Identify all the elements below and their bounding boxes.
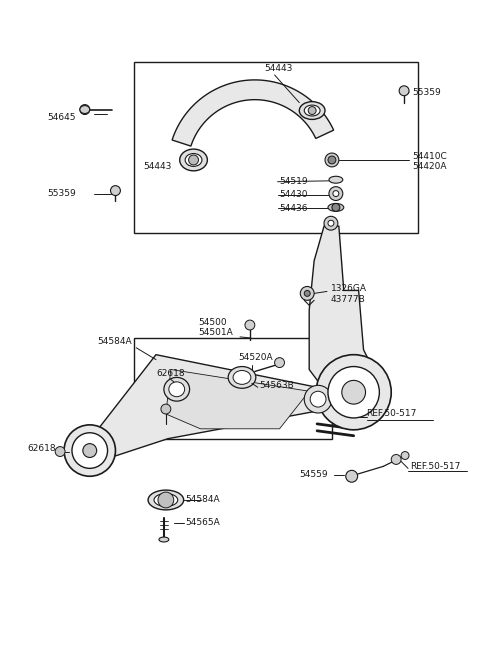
Text: 54410C: 54410C: [412, 153, 447, 162]
Ellipse shape: [169, 382, 185, 397]
Circle shape: [275, 358, 285, 367]
Text: 54519: 54519: [279, 178, 308, 186]
Text: 54436: 54436: [279, 204, 308, 213]
Text: 1326GA: 1326GA: [331, 284, 367, 293]
Text: 55359: 55359: [412, 88, 441, 97]
Ellipse shape: [228, 367, 256, 388]
Circle shape: [189, 155, 199, 165]
Polygon shape: [172, 80, 334, 146]
Text: 54443: 54443: [143, 162, 171, 172]
Ellipse shape: [300, 102, 325, 119]
Text: 54584A: 54584A: [186, 495, 220, 504]
Circle shape: [300, 286, 314, 301]
Ellipse shape: [329, 176, 343, 183]
Text: 54559: 54559: [300, 470, 328, 479]
Circle shape: [308, 107, 316, 115]
Text: 54645: 54645: [47, 113, 76, 122]
Text: 54443: 54443: [264, 64, 293, 73]
Polygon shape: [166, 369, 309, 429]
Ellipse shape: [154, 494, 178, 506]
Circle shape: [346, 470, 358, 482]
Ellipse shape: [233, 371, 251, 384]
Polygon shape: [87, 354, 321, 460]
Circle shape: [245, 320, 255, 330]
Circle shape: [55, 447, 65, 457]
Text: 54520A: 54520A: [238, 353, 273, 362]
Circle shape: [342, 381, 366, 404]
Circle shape: [401, 451, 409, 459]
Ellipse shape: [159, 537, 169, 542]
Ellipse shape: [185, 153, 202, 166]
Circle shape: [333, 191, 339, 196]
Bar: [134, 62, 418, 233]
Text: 54584A: 54584A: [97, 337, 132, 346]
Circle shape: [329, 187, 343, 200]
Text: 54420A: 54420A: [412, 162, 446, 172]
Bar: [134, 338, 332, 439]
Circle shape: [110, 185, 120, 196]
Circle shape: [391, 455, 401, 464]
Circle shape: [80, 105, 90, 115]
Circle shape: [310, 391, 326, 407]
Text: 54563B: 54563B: [260, 381, 295, 390]
Circle shape: [158, 492, 174, 508]
Circle shape: [304, 290, 310, 296]
Ellipse shape: [325, 153, 339, 167]
Polygon shape: [309, 226, 373, 389]
Circle shape: [72, 433, 108, 468]
Ellipse shape: [80, 105, 90, 113]
Circle shape: [332, 204, 340, 212]
Text: 54500: 54500: [199, 318, 227, 327]
Ellipse shape: [304, 105, 320, 116]
Circle shape: [324, 216, 338, 230]
Ellipse shape: [164, 377, 190, 401]
Text: 62618: 62618: [27, 444, 56, 453]
Circle shape: [328, 156, 336, 164]
Circle shape: [328, 220, 334, 226]
Text: 54565A: 54565A: [186, 518, 220, 527]
Text: 54501A: 54501A: [199, 328, 233, 337]
Circle shape: [161, 404, 171, 414]
Ellipse shape: [328, 204, 344, 212]
Circle shape: [399, 86, 409, 96]
Text: REF.50-517: REF.50-517: [410, 462, 460, 471]
Ellipse shape: [180, 149, 207, 171]
Circle shape: [316, 354, 391, 430]
Circle shape: [328, 367, 379, 418]
Text: 54430: 54430: [279, 190, 308, 199]
Text: 62618: 62618: [156, 369, 185, 378]
Circle shape: [64, 425, 116, 476]
Text: REF.50-517: REF.50-517: [367, 409, 417, 419]
Circle shape: [83, 443, 96, 457]
Text: 55359: 55359: [47, 189, 76, 198]
Circle shape: [304, 385, 332, 413]
Text: 43777B: 43777B: [331, 295, 366, 304]
Ellipse shape: [148, 490, 184, 510]
